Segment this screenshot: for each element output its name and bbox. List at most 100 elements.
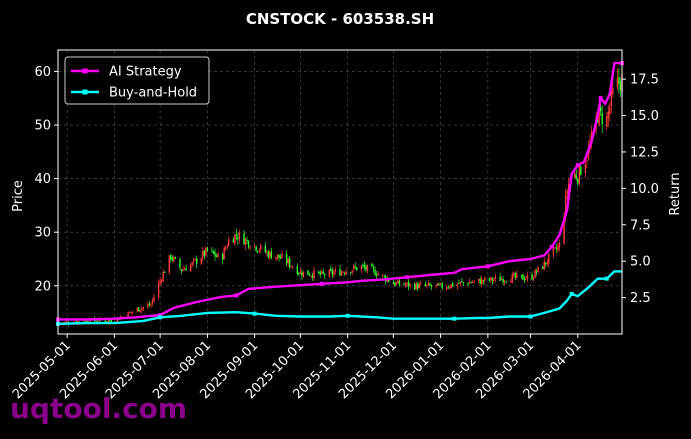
candle-body [418, 283, 420, 289]
y-axis-right: 2.5 5.0 7.5 10.0 12.5 15.0 17.5 [622, 73, 659, 306]
candle-body [349, 272, 352, 274]
candle-body [185, 268, 187, 271]
candle-body [266, 251, 268, 253]
y-axis-label: Price [11, 180, 26, 212]
candle-body [264, 245, 267, 253]
candle-body [574, 173, 576, 178]
candle-body [555, 247, 558, 250]
candle-body [587, 148, 590, 159]
candle-body [520, 274, 523, 276]
y-tick-label: 50 [34, 119, 51, 134]
candle-body [375, 274, 378, 276]
candle-body [558, 243, 561, 248]
candle-body [610, 90, 613, 107]
candle-body [397, 280, 399, 284]
candle-body [139, 310, 142, 312]
candle-body [522, 274, 524, 280]
candle-body [543, 261, 545, 270]
candle-body [127, 312, 129, 318]
y2-tick-label: 7.5 [630, 218, 651, 233]
candle-body [194, 258, 196, 260]
candle-body [168, 255, 170, 273]
candle-body [516, 273, 518, 278]
candle-body [542, 266, 544, 269]
candle-body [308, 274, 311, 276]
candle-body [436, 283, 439, 286]
watermark-text: uqtool.com [10, 392, 187, 425]
candle-body [470, 282, 472, 283]
candle-body [311, 275, 314, 278]
candle-body [449, 287, 451, 289]
candle-body [307, 270, 309, 276]
candle-body [514, 273, 516, 278]
candle-body [545, 262, 547, 265]
candle-body [235, 234, 238, 236]
candle-body [202, 250, 204, 259]
candle-body [324, 273, 326, 276]
candle-body [606, 116, 608, 127]
candle-body [279, 257, 282, 259]
series-marker [528, 314, 533, 319]
candle-body [260, 245, 262, 250]
plot-frame [57, 49, 623, 335]
candle-body [467, 283, 469, 285]
y2-tick-label: 15.0 [630, 109, 659, 124]
candle-body [232, 239, 234, 243]
candle-body [598, 107, 600, 125]
candle-body [473, 280, 475, 282]
candle-body [394, 282, 396, 286]
candle-body [577, 179, 579, 184]
series-marker [549, 244, 554, 249]
candle-body [503, 280, 506, 282]
candle-body [226, 246, 228, 249]
candle-body [438, 284, 440, 286]
candle-body [575, 174, 577, 179]
series-marker [405, 275, 410, 280]
candle-body [353, 265, 355, 270]
candle-body [447, 287, 449, 289]
candle-body [490, 277, 492, 281]
candle-body [566, 190, 568, 195]
candle-body [278, 254, 280, 258]
candle-body [429, 283, 431, 286]
candle-body [363, 265, 366, 268]
candle-body [301, 272, 303, 276]
candle-body [150, 304, 152, 306]
candle-body [104, 320, 106, 323]
series-layer [56, 61, 624, 326]
candle-body [138, 307, 140, 312]
candle-body [511, 274, 513, 283]
candle-body [339, 269, 341, 276]
y-tick-label: 40 [34, 172, 51, 187]
candle-body [343, 272, 346, 274]
candle-body [513, 273, 515, 275]
candle-body [398, 280, 401, 285]
series-marker [319, 281, 324, 286]
candle-body [84, 320, 87, 323]
candle-body [607, 111, 609, 119]
candle-body [66, 321, 68, 323]
candle-body [458, 282, 460, 284]
series-marker [234, 293, 239, 298]
candle-body [478, 278, 480, 281]
candle-body [196, 258, 198, 264]
candle-body [459, 281, 462, 284]
candle-body [205, 247, 207, 256]
candle-body [249, 247, 251, 249]
candle-body [128, 312, 131, 314]
candle-body [584, 163, 587, 174]
candle-body [534, 270, 536, 278]
candle-body [78, 321, 81, 323]
candle-body [95, 321, 97, 323]
candle-body [170, 255, 172, 260]
candle-body [331, 270, 334, 275]
candle-body [537, 266, 539, 272]
candle-body [107, 320, 110, 322]
candle-body [567, 183, 570, 193]
candle-body [452, 283, 454, 287]
y-tick-label: 20 [34, 279, 51, 294]
y2-tick-label: 10.0 [630, 182, 659, 197]
candle-body [142, 307, 145, 309]
